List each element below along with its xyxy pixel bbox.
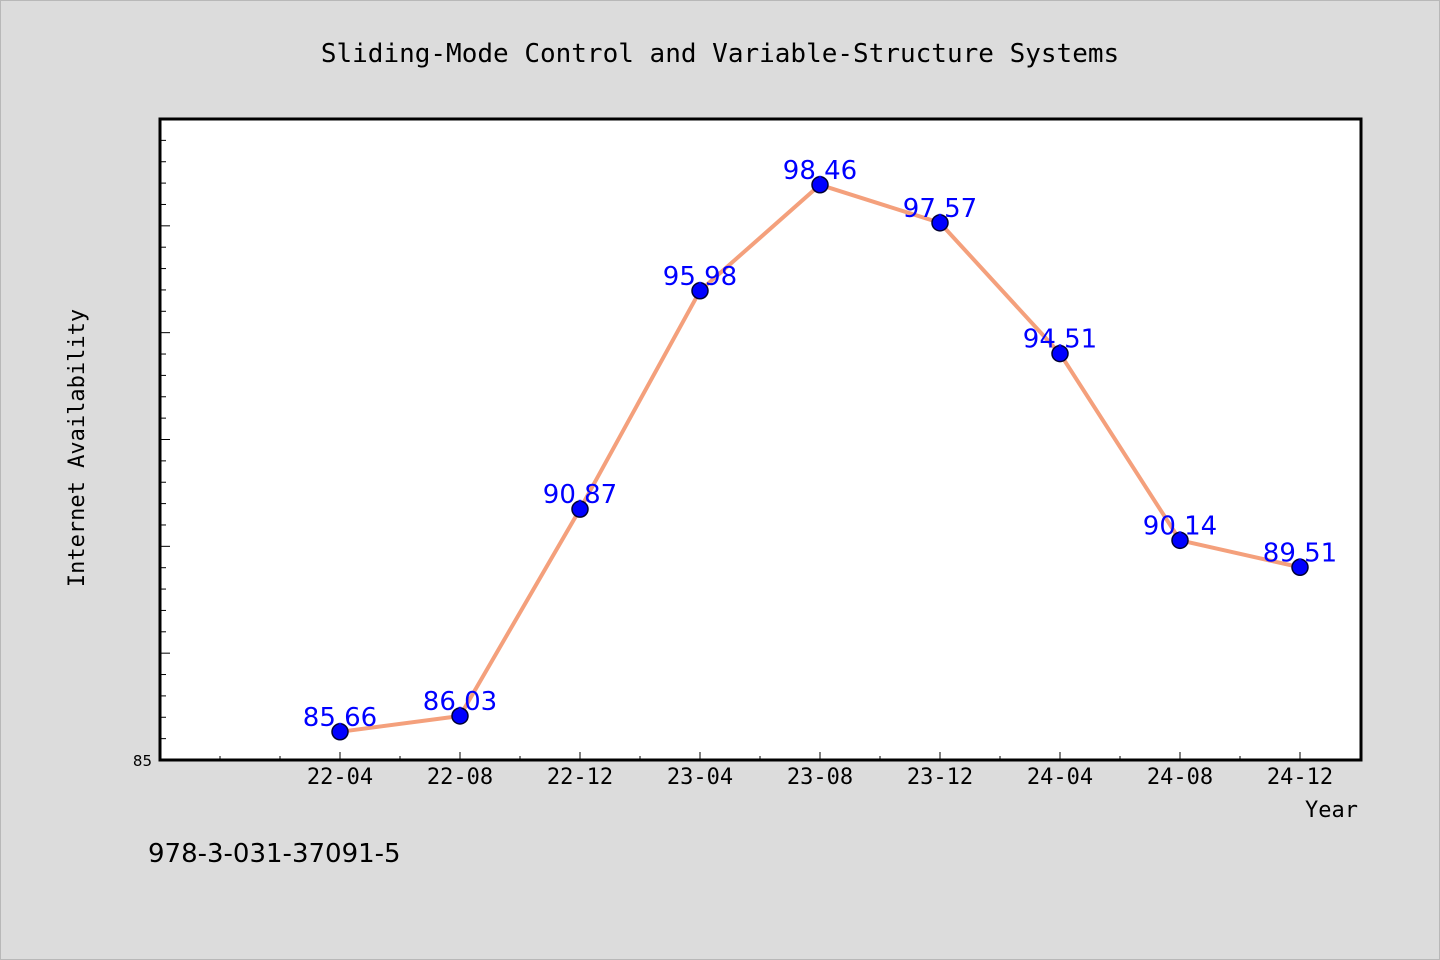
x-tick-label: 23-12 (907, 765, 973, 790)
chart-title: Sliding-Mode Control and Variable-Struct… (321, 39, 1119, 69)
data-label: 90.87 (543, 480, 617, 510)
x-tick-label: 22-04 (307, 765, 373, 790)
data-point-marker (331, 723, 349, 741)
x-axis-ticks: 22-04 22-08 22-12 23-04 23-08 23-12 24-04 24-08… (219, 752, 1333, 790)
x-tick-label: 22-12 (547, 765, 613, 790)
data-point-marker (1171, 531, 1189, 550)
data-label: 85.66 (303, 703, 377, 733)
data-label: 98.46 (783, 156, 857, 186)
y-tick-label: 85 (133, 752, 152, 770)
data-point-marker (691, 282, 709, 300)
x-tick-label: 24-04 (1027, 765, 1093, 790)
data-point-marker (1291, 558, 1309, 577)
data-label: 89.51 (1263, 538, 1337, 568)
x-tick-label: 23-08 (787, 765, 853, 790)
plot-area (158, 117, 1363, 762)
series-markers-group (331, 176, 1309, 741)
x-tick-label: 22-08 (427, 765, 493, 790)
data-point-marker (1051, 344, 1069, 363)
isbn-footnote: 978-3-031-37091-5 (148, 839, 401, 869)
y-axis-ticks (160, 139, 170, 761)
x-tick-label: 23-04 (667, 765, 733, 790)
x-axis-label: Year (1305, 798, 1358, 823)
data-point-marker (931, 214, 949, 232)
data-label: 90.14 (1143, 511, 1217, 541)
data-labels-group: 85.66 86.03 90.87 95.98 98.46 97.57 94.51 90.14… (303, 156, 1337, 733)
data-point-marker (811, 176, 829, 194)
data-point-marker (451, 707, 469, 725)
data-label: 97.57 (903, 194, 977, 224)
x-tick-label: 24-08 (1147, 765, 1213, 790)
data-label: 94.51 (1023, 325, 1097, 355)
data-label: 95.98 (663, 262, 737, 292)
x-tick-label: 24-12 (1267, 765, 1333, 790)
data-point-marker (571, 500, 589, 518)
y-axis-label: Internet Availability (65, 309, 90, 587)
data-label: 86.03 (423, 687, 497, 717)
